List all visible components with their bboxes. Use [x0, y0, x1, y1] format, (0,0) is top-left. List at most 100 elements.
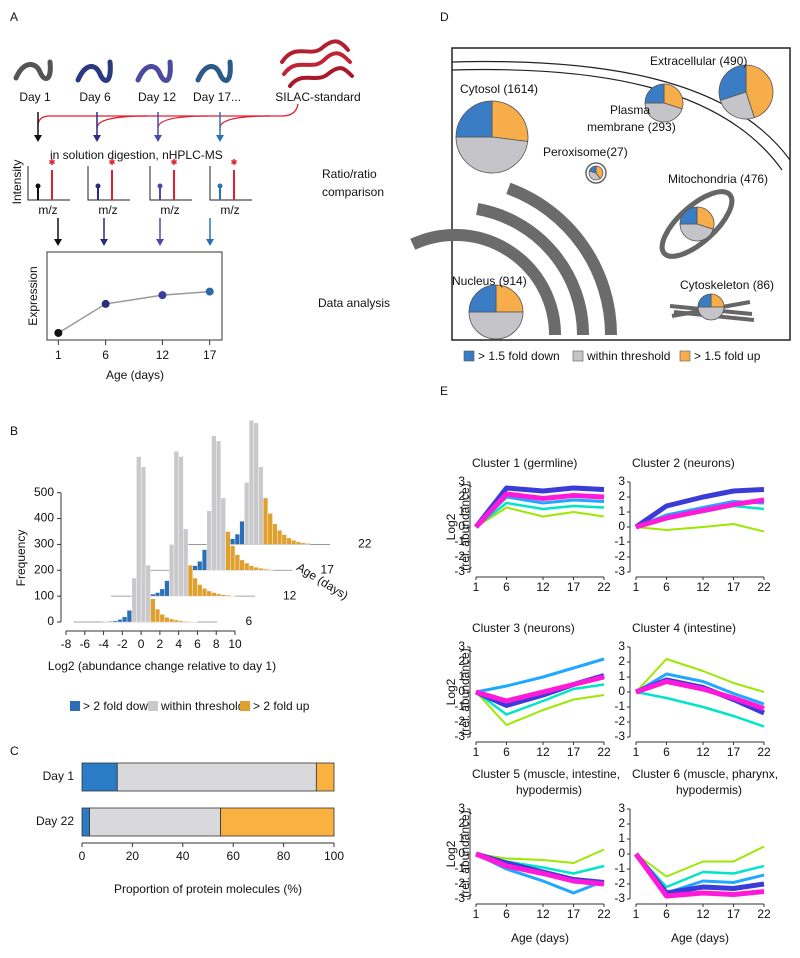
er-arc — [506, 182, 617, 336]
arrow-head — [54, 239, 62, 246]
hist-bar — [197, 584, 203, 597]
line — [635, 523, 765, 533]
line — [57, 290, 210, 334]
x-tick-label: 0 — [138, 637, 145, 651]
y-tick-label: -1 — [454, 699, 465, 713]
hist-bar — [178, 620, 184, 623]
spectrum-xlabel: m/z — [38, 203, 57, 217]
y-tick-label: -3 — [454, 564, 465, 578]
line — [475, 657, 605, 694]
hist-bar — [286, 537, 292, 545]
x-tick-label: 12 — [696, 907, 710, 921]
hist-bar — [187, 621, 193, 623]
hist-bar — [197, 561, 203, 571]
cluster-title: Cluster 2 (neurons) — [632, 456, 735, 470]
bar-segment — [116, 762, 317, 792]
y-axis-label: Log2 — [444, 840, 458, 867]
hist-bar — [201, 588, 208, 597]
y-tick-label: 3 — [458, 801, 465, 815]
hist-bar — [234, 533, 240, 545]
hist-bar — [248, 420, 254, 545]
x-tick-label: 22 — [597, 580, 611, 594]
pie-label: Peroxisome(27) — [543, 145, 628, 159]
hist-bar — [145, 564, 151, 623]
y-tick-label: -2 — [614, 714, 625, 728]
mitochondrion — [659, 189, 735, 259]
y-tick-label: 2 — [458, 654, 465, 668]
spectrum-ylabel: Intensity — [10, 160, 24, 205]
y-tick-label: -3 — [454, 729, 465, 743]
y-tick-label: 1 — [618, 504, 625, 518]
hist-bar — [154, 592, 161, 597]
y-tick-label: 1 — [618, 831, 625, 845]
step-label: in solution digestion, nHPLC-MS — [50, 148, 223, 162]
hist-bar — [272, 523, 278, 545]
y-tick-label: -2 — [614, 549, 625, 563]
hist-bar — [173, 451, 179, 597]
hist-bar — [305, 543, 311, 545]
pie-slice — [468, 311, 524, 340]
peak-dot — [157, 183, 163, 189]
hist-bar — [267, 513, 273, 545]
series-label: 22 — [358, 537, 372, 551]
x-tick-label: 0 — [79, 849, 86, 863]
step-label: comparison — [322, 185, 384, 199]
hist-bar — [136, 456, 142, 623]
y-axis-label: Log2 — [444, 678, 458, 705]
x-tick-label: -4 — [98, 637, 109, 651]
x-tick-label: 6 — [663, 745, 670, 759]
y-tick-label: -2 — [454, 876, 465, 890]
x-tick-label: 1 — [633, 907, 640, 921]
pie-slice — [697, 293, 712, 308]
worm — [135, 59, 173, 83]
y-tick-label: 100 — [34, 588, 54, 602]
pie-label: Nucleus (914) — [452, 274, 527, 288]
x-tick-label: 12 — [536, 907, 550, 921]
x-tick-label: 22 — [597, 907, 611, 921]
x-tick-label: 12 — [696, 580, 710, 594]
series-label: 12 — [283, 588, 297, 602]
y-tick-label: 500 — [34, 485, 54, 499]
hist-bar — [244, 482, 250, 545]
pie-slice — [679, 206, 698, 225]
worm — [195, 59, 233, 83]
hist-bar — [253, 566, 259, 571]
arrow-head — [154, 135, 162, 142]
x-tick-label: 8 — [213, 637, 220, 651]
panel-letter: B — [10, 424, 18, 438]
y-tick-label: 0 — [618, 519, 625, 533]
hist-bar — [154, 608, 161, 623]
x-tick-label: 22 — [757, 907, 771, 921]
hist-bar — [164, 580, 170, 597]
x-tick-label: 12 — [536, 745, 550, 759]
line — [475, 691, 605, 726]
pie-label: Mitochondria (476) — [668, 172, 768, 186]
line — [475, 501, 605, 528]
y-tick-label: 2 — [618, 816, 625, 830]
y-tick-label: -2 — [614, 876, 625, 890]
hist-bar — [140, 466, 147, 623]
pie-label: Plasma — [610, 103, 650, 117]
line — [633, 852, 765, 899]
point — [158, 291, 167, 300]
y-tick-label: 3 — [458, 474, 465, 488]
y-axis-label: Frequency — [14, 530, 28, 587]
y-tick-label: -1 — [614, 534, 625, 548]
pie-slice — [588, 165, 597, 174]
legend-label: > 2 fold down — [83, 699, 155, 713]
y-tick-label: 200 — [34, 562, 54, 576]
hist-bar — [164, 617, 170, 623]
hist-bar — [178, 456, 184, 597]
hist-bar — [230, 545, 236, 571]
cluster-title: hypodermis) — [676, 783, 742, 797]
y-tick-label: 1 — [458, 831, 465, 845]
x-tick-label: 100 — [324, 849, 344, 863]
hist-bar — [244, 562, 250, 571]
cluster-title: Cluster 1 (germline) — [472, 456, 577, 470]
y-tick-label: -1 — [614, 861, 625, 875]
hist-bar — [117, 619, 123, 623]
series-label: 17 — [321, 562, 335, 576]
x-tick-label: 6 — [194, 637, 201, 651]
peroxisome — [585, 162, 607, 184]
